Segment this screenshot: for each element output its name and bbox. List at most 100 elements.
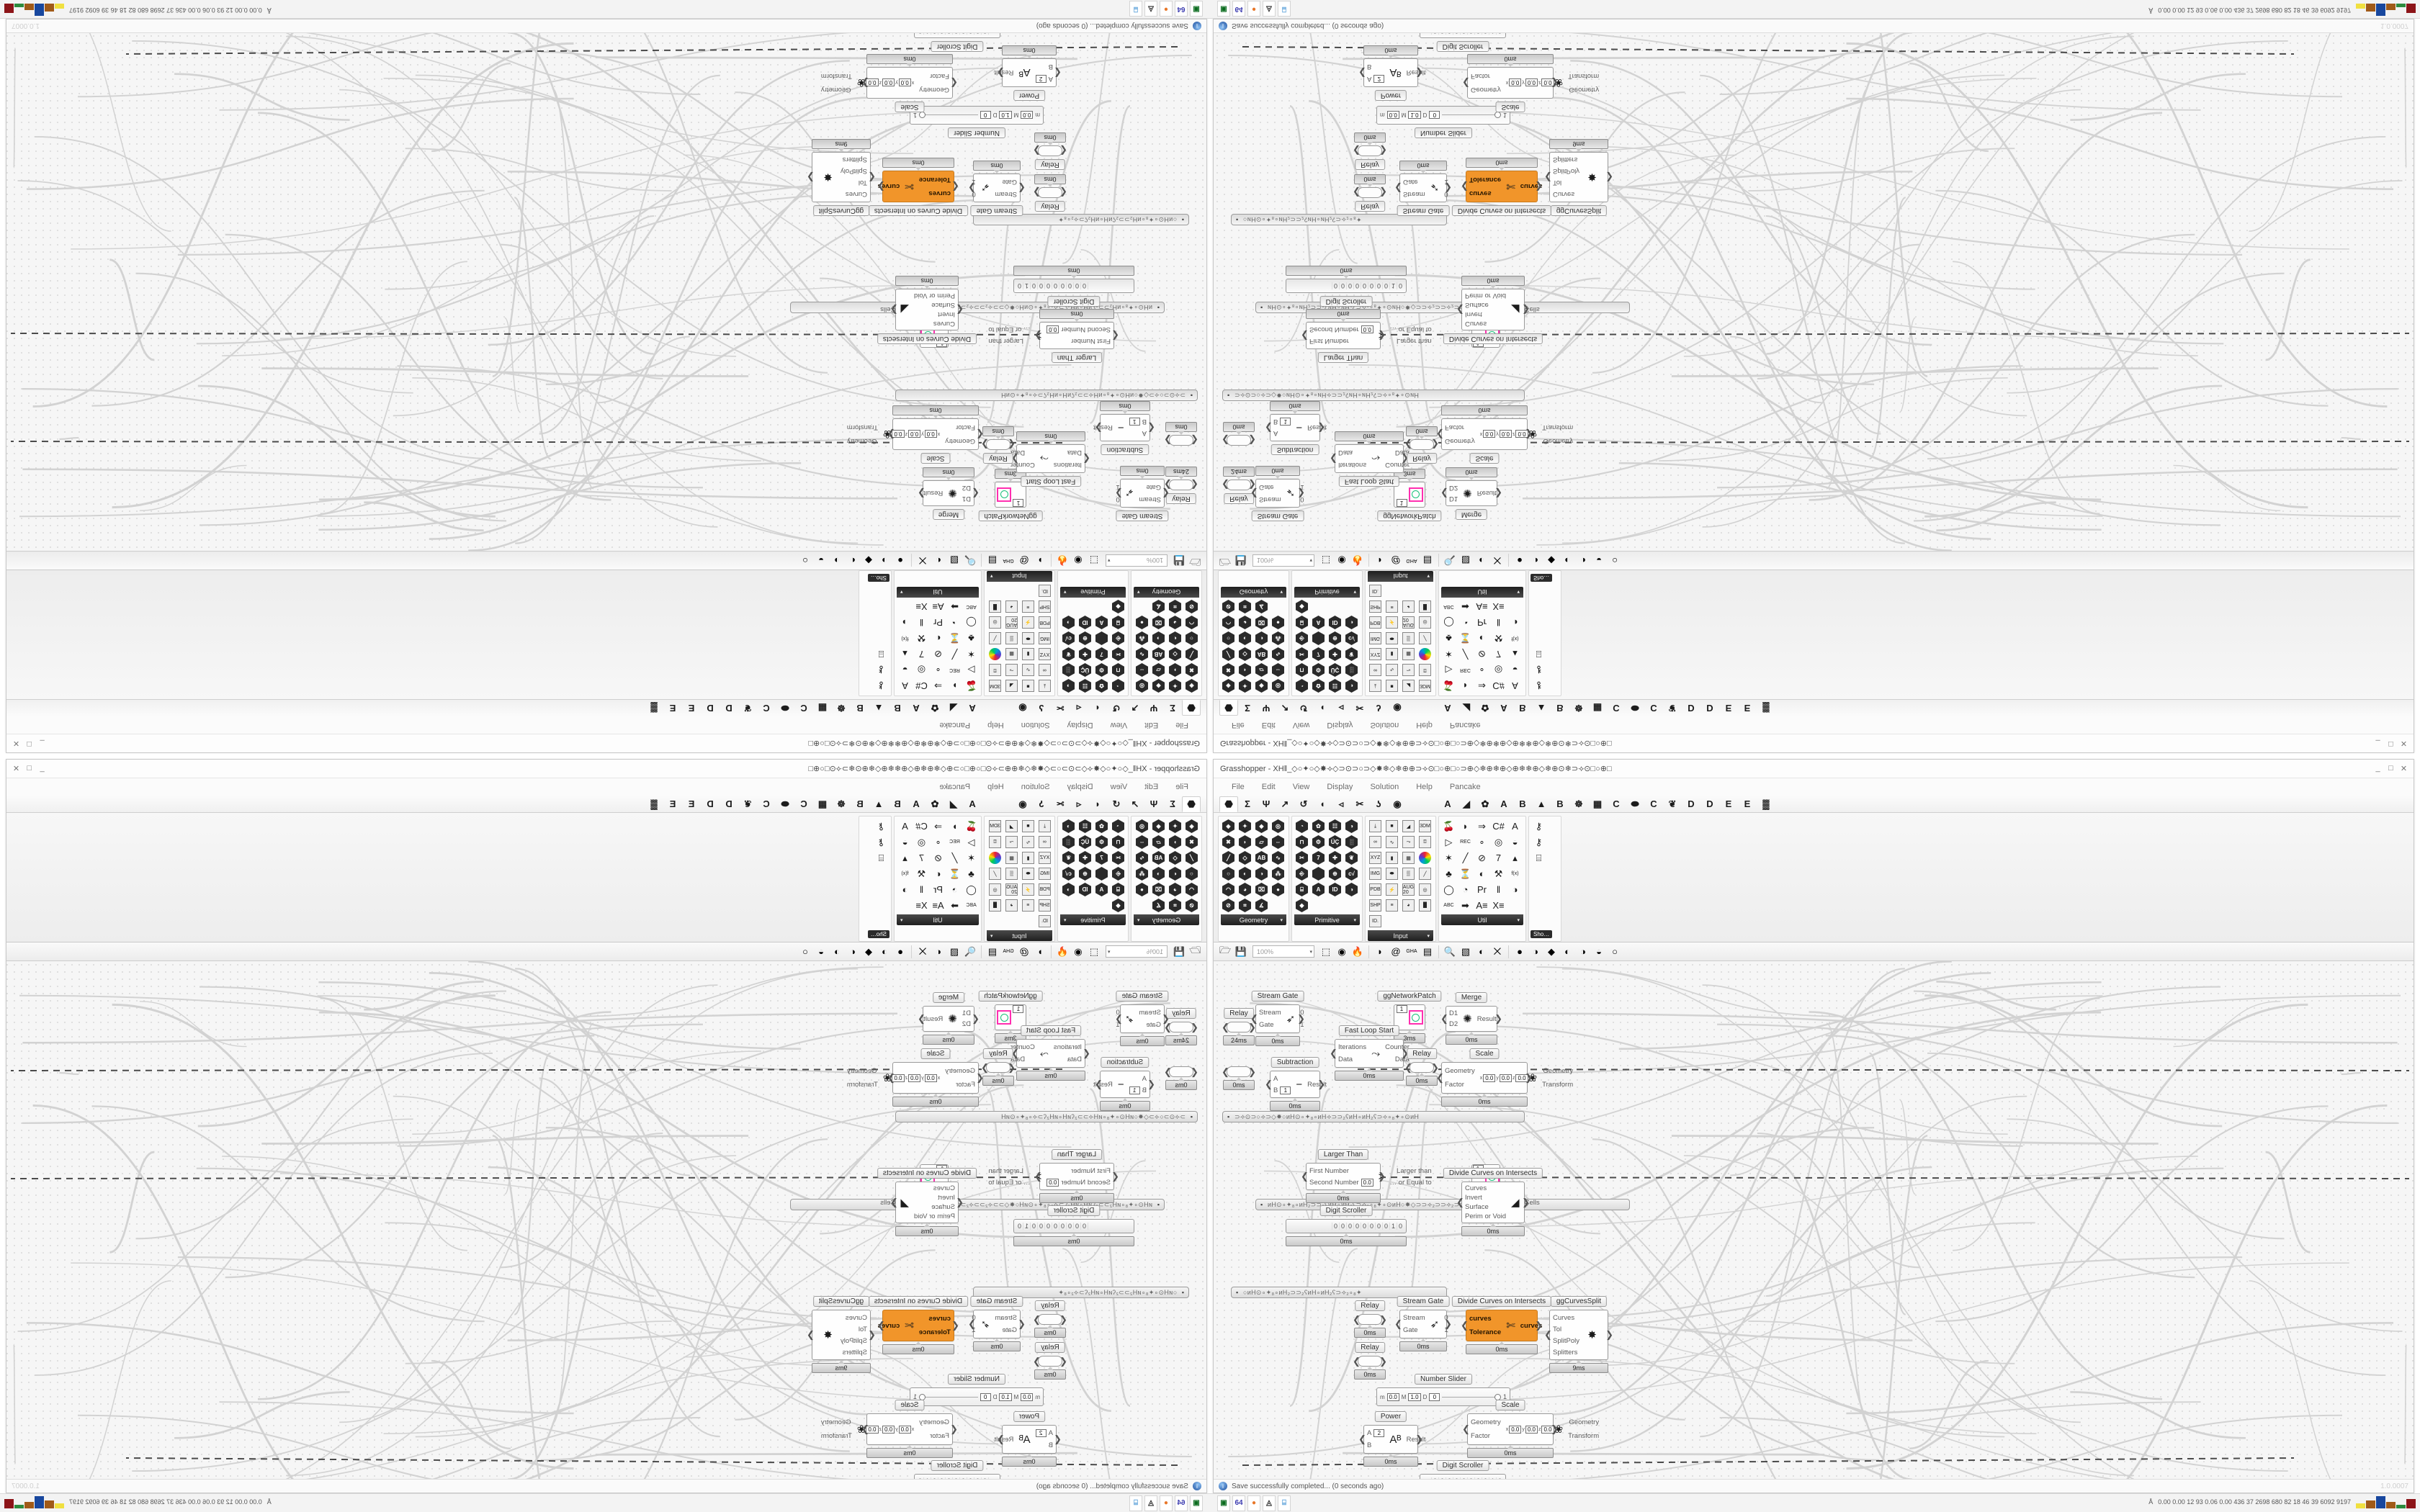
- tab-grid[interactable]: ▦: [817, 798, 828, 809]
- grip-right-icon[interactable]: ❯: [1164, 435, 1172, 446]
- tab-sets[interactable]: Ψ: [1150, 798, 1158, 809]
- input-grip-icon[interactable]: ❮: [976, 429, 984, 440]
- close-icon[interactable]: ✕: [2400, 765, 2408, 773]
- vector-icon[interactable]: ⇔: [1134, 662, 1150, 678]
- spiral2-icon[interactable]: ◎: [914, 834, 929, 850]
- node-caption[interactable]: Divide Curves on Intersects: [1443, 333, 1543, 344]
- gauge-icon[interactable]: ◎: [1417, 615, 1433, 630]
- cherry-icon[interactable]: 🍒: [964, 819, 979, 834]
- hourglass-icon[interactable]: ⏳: [947, 631, 962, 646]
- arrow-icon[interactable]: ⇒: [1474, 678, 1489, 693]
- ellipse-icon[interactable]: ◕: [1237, 882, 1252, 897]
- green-grid-icon[interactable]: ▒: [1401, 866, 1416, 881]
- preview-icon[interactable]: ◉: [1074, 555, 1083, 567]
- wires-icon[interactable]: ⨉: [1493, 555, 1502, 567]
- grip-right-icon[interactable]: ❯: [1379, 187, 1387, 199]
- digit-cell[interactable]: 0: [917, 1477, 924, 1479]
- output-grip-icon[interactable]: ❯: [1551, 78, 1559, 89]
- node-scale-1[interactable]: Scale Geometry Factor x 0.0 y 0.0 z 0.0 ❀ Geometry…: [847, 405, 984, 464]
- node-ggNetworkPatch[interactable]: ggNetworkPatch 1 3ms: [1377, 991, 1442, 1043]
- close-icon[interactable]: ✕: [12, 765, 20, 773]
- node-body[interactable]: Stream Gate ➶ 0 1 ❮ ❯: [1250, 479, 1305, 508]
- grip-left-icon[interactable]: ❮: [1191, 480, 1198, 491]
- digit-cell[interactable]: 0: [1438, 1477, 1446, 1479]
- taskbar[interactable]: ▣ 64 ● ◬ ⌸ Å 0.00 0.00 12 93 0.06 0.00 436 3…: [1210, 0, 2420, 19]
- center-y-input[interactable]: 0.0: [882, 78, 895, 87]
- tab-c1[interactable]: C: [1613, 798, 1620, 809]
- node-stream-gate-2[interactable]: Stream Gate Stream Gate ➶ 0 1 ❮ ❯ 0ms: [968, 1296, 1026, 1351]
- q-icon[interactable]: ∘: [931, 834, 946, 850]
- orange-egg-icon[interactable]: ◒: [1596, 946, 1602, 957]
- import-icon[interactable]: ⤓: [1368, 678, 1383, 693]
- input-grip-icon[interactable]: ❮: [956, 305, 964, 315]
- chevron-down-icon[interactable]: ▾: [1280, 917, 1283, 923]
- notes-icon[interactable]: ▤: [987, 945, 998, 957]
- output-grip-icon[interactable]: ❯: [1494, 1013, 1502, 1024]
- abc-icon[interactable]: AB: [1151, 850, 1166, 865]
- ribbon-group-label[interactable]: Primitive ▾: [1060, 914, 1126, 925]
- firefox-icon[interactable]: ●: [1160, 1, 1173, 17]
- node-scale-2[interactable]: Scale Geometry Factor x 0.0 y 0.0 z 0.0 ❀ Geometry…: [1462, 1400, 1599, 1458]
- output-grip-icon[interactable]: ❯: [1095, 423, 1103, 433]
- node-caption[interactable]: ggNetworkPatch: [1377, 510, 1442, 521]
- tab-a2[interactable]: A: [1500, 703, 1507, 714]
- capsule-icon[interactable]: ◗: [1377, 555, 1383, 566]
- node-caption[interactable]: ggNetworkPatch: [978, 510, 1043, 521]
- node-subtraction[interactable]: Subtraction A B 1− Result ❮ ❯ 0ms: [1265, 401, 1327, 455]
- pdb-icon[interactable]: PDB: [1368, 882, 1383, 897]
- gh-menubar[interactable]: File Edit View Display Solution Help Pancake: [6, 778, 1206, 796]
- slider-max-input[interactable]: 1.0: [1408, 111, 1421, 120]
- tab-kangaroo[interactable]: ✿: [1481, 798, 1489, 809]
- vector-icon[interactable]: ⇔: [1270, 834, 1286, 850]
- node-caption[interactable]: Larger Than: [1317, 352, 1369, 363]
- timer-icon[interactable]: ⊘: [931, 647, 946, 662]
- node-body[interactable]: Geometry Factor x 0.0 y 0.0 z 0.0 ❀ Geometry Trans…: [847, 418, 984, 450]
- xyz-icon[interactable]: XYZ: [1368, 850, 1383, 865]
- data-icon[interactable]: ⌸: [1111, 882, 1126, 897]
- id-icon[interactable]: ID: [1077, 615, 1093, 630]
- clock-icon[interactable]: ◕: [1401, 898, 1416, 913]
- node-divide-curves-intersects[interactable]: Divide Curves on Intersects curves Toleran…: [1451, 158, 1552, 216]
- input-grip-icon[interactable]: ❮: [1301, 1171, 1309, 1182]
- teal-egg-icon[interactable]: ◐: [1564, 555, 1570, 566]
- time-icon[interactable]: [1094, 866, 1109, 881]
- menu-view[interactable]: View: [1292, 721, 1310, 729]
- output-grip-icon[interactable]: ❯: [1378, 1171, 1386, 1182]
- time-icon[interactable]: [1311, 866, 1326, 881]
- gha-icon[interactable]: GHA: [1406, 949, 1417, 954]
- graph-icon[interactable]: ╱: [1417, 866, 1433, 881]
- node-caption[interactable]: ggCurvesSplit: [1550, 205, 1608, 216]
- node-pin-value[interactable]: 0.0: [1047, 325, 1059, 334]
- node-caption[interactable]: Merge: [932, 992, 965, 1003]
- node-caption[interactable]: Relay: [1166, 493, 1196, 504]
- scatter-icon[interactable]: ⁂: [1134, 631, 1150, 646]
- node-body[interactable]: Geometry Factor x 0.0 y 0.0 z 0.0 ❀ Geometry Trans…: [821, 67, 958, 99]
- hourglass-icon[interactable]: ⏳: [1458, 631, 1473, 646]
- curve-icon[interactable]: ◇: [1168, 647, 1183, 662]
- output-grip-icon[interactable]: ❯: [1415, 1434, 1423, 1444]
- center-z-input[interactable]: 0.0: [1541, 1425, 1554, 1434]
- node-body[interactable]: Geometry Factor x 0.0 y 0.0 z 0.0 ❀ Geometry Trans…: [1436, 418, 1573, 450]
- node-caption[interactable]: Stream Gate: [1397, 1296, 1450, 1307]
- tab-b2[interactable]: B: [856, 798, 864, 809]
- node-divide-curves[interactable]: Divide Curves on Intersects Curves Invert S…: [877, 1168, 977, 1236]
- bool-icon[interactable]: ◆: [1111, 898, 1126, 913]
- hourglass-icon[interactable]: ⏳: [947, 866, 962, 881]
- record-icon[interactable]: REC: [947, 834, 962, 850]
- chevron-down-icon[interactable]: ▾: [1137, 917, 1140, 923]
- black-egg-icon[interactable]: ●: [1517, 946, 1523, 957]
- node-caption[interactable]: ggNetworkPatch: [978, 991, 1043, 1002]
- tab-display[interactable]: ◉: [1018, 703, 1027, 714]
- tab-b1[interactable]: B: [894, 798, 901, 809]
- colour-icon[interactable]: ⚙: [1311, 834, 1326, 850]
- center-x-input[interactable]: 0.0: [924, 430, 937, 438]
- chevron-down-icon[interactable]: ▾: [1427, 933, 1430, 939]
- gh-canvas[interactable]: ⊃⟢⊙⊃○⟢⊃◇✸○иН⊙∘✦₈∘иН⟢⊃⊃₂ʕиН∘иН₂ʕ⊃⟢∘₈✦∘⊙иН…: [6, 961, 1206, 1479]
- grip-right-icon[interactable]: ❯: [1033, 1313, 1041, 1325]
- magnet-icon[interactable]: ◗: [1458, 819, 1473, 834]
- node-body[interactable]: A 2 B Aᴮ Result ❮ ❯: [1358, 58, 1426, 87]
- gh-titlebar[interactable]: Grasshopper - XH‖_◇○✦○◇✸⟢◇⊃⊙⊃○⊃◇✸❄◇❄⊕⊕⊃⟢…: [6, 760, 1206, 778]
- unbind-icon[interactable]: ⚷: [874, 662, 889, 678]
- input-grip-icon[interactable]: ❮: [1265, 1079, 1273, 1089]
